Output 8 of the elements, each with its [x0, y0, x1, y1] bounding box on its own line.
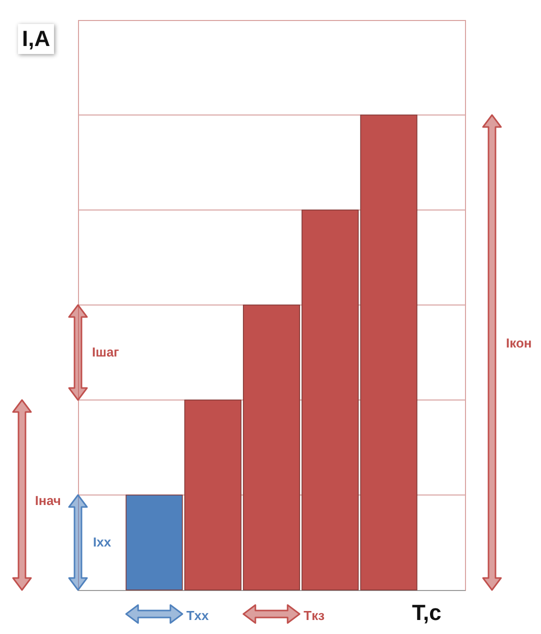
annotation: Iхх	[93, 534, 112, 550]
text: Iкон	[506, 336, 532, 350]
text: Tкз	[304, 608, 326, 623]
text: Iнач	[35, 493, 61, 508]
x-axis-title: T,c	[412, 600, 442, 626]
text: Tхх	[186, 608, 210, 623]
annotation: Iшаг	[92, 344, 120, 360]
y-axis-title: I,A	[18, 24, 54, 54]
